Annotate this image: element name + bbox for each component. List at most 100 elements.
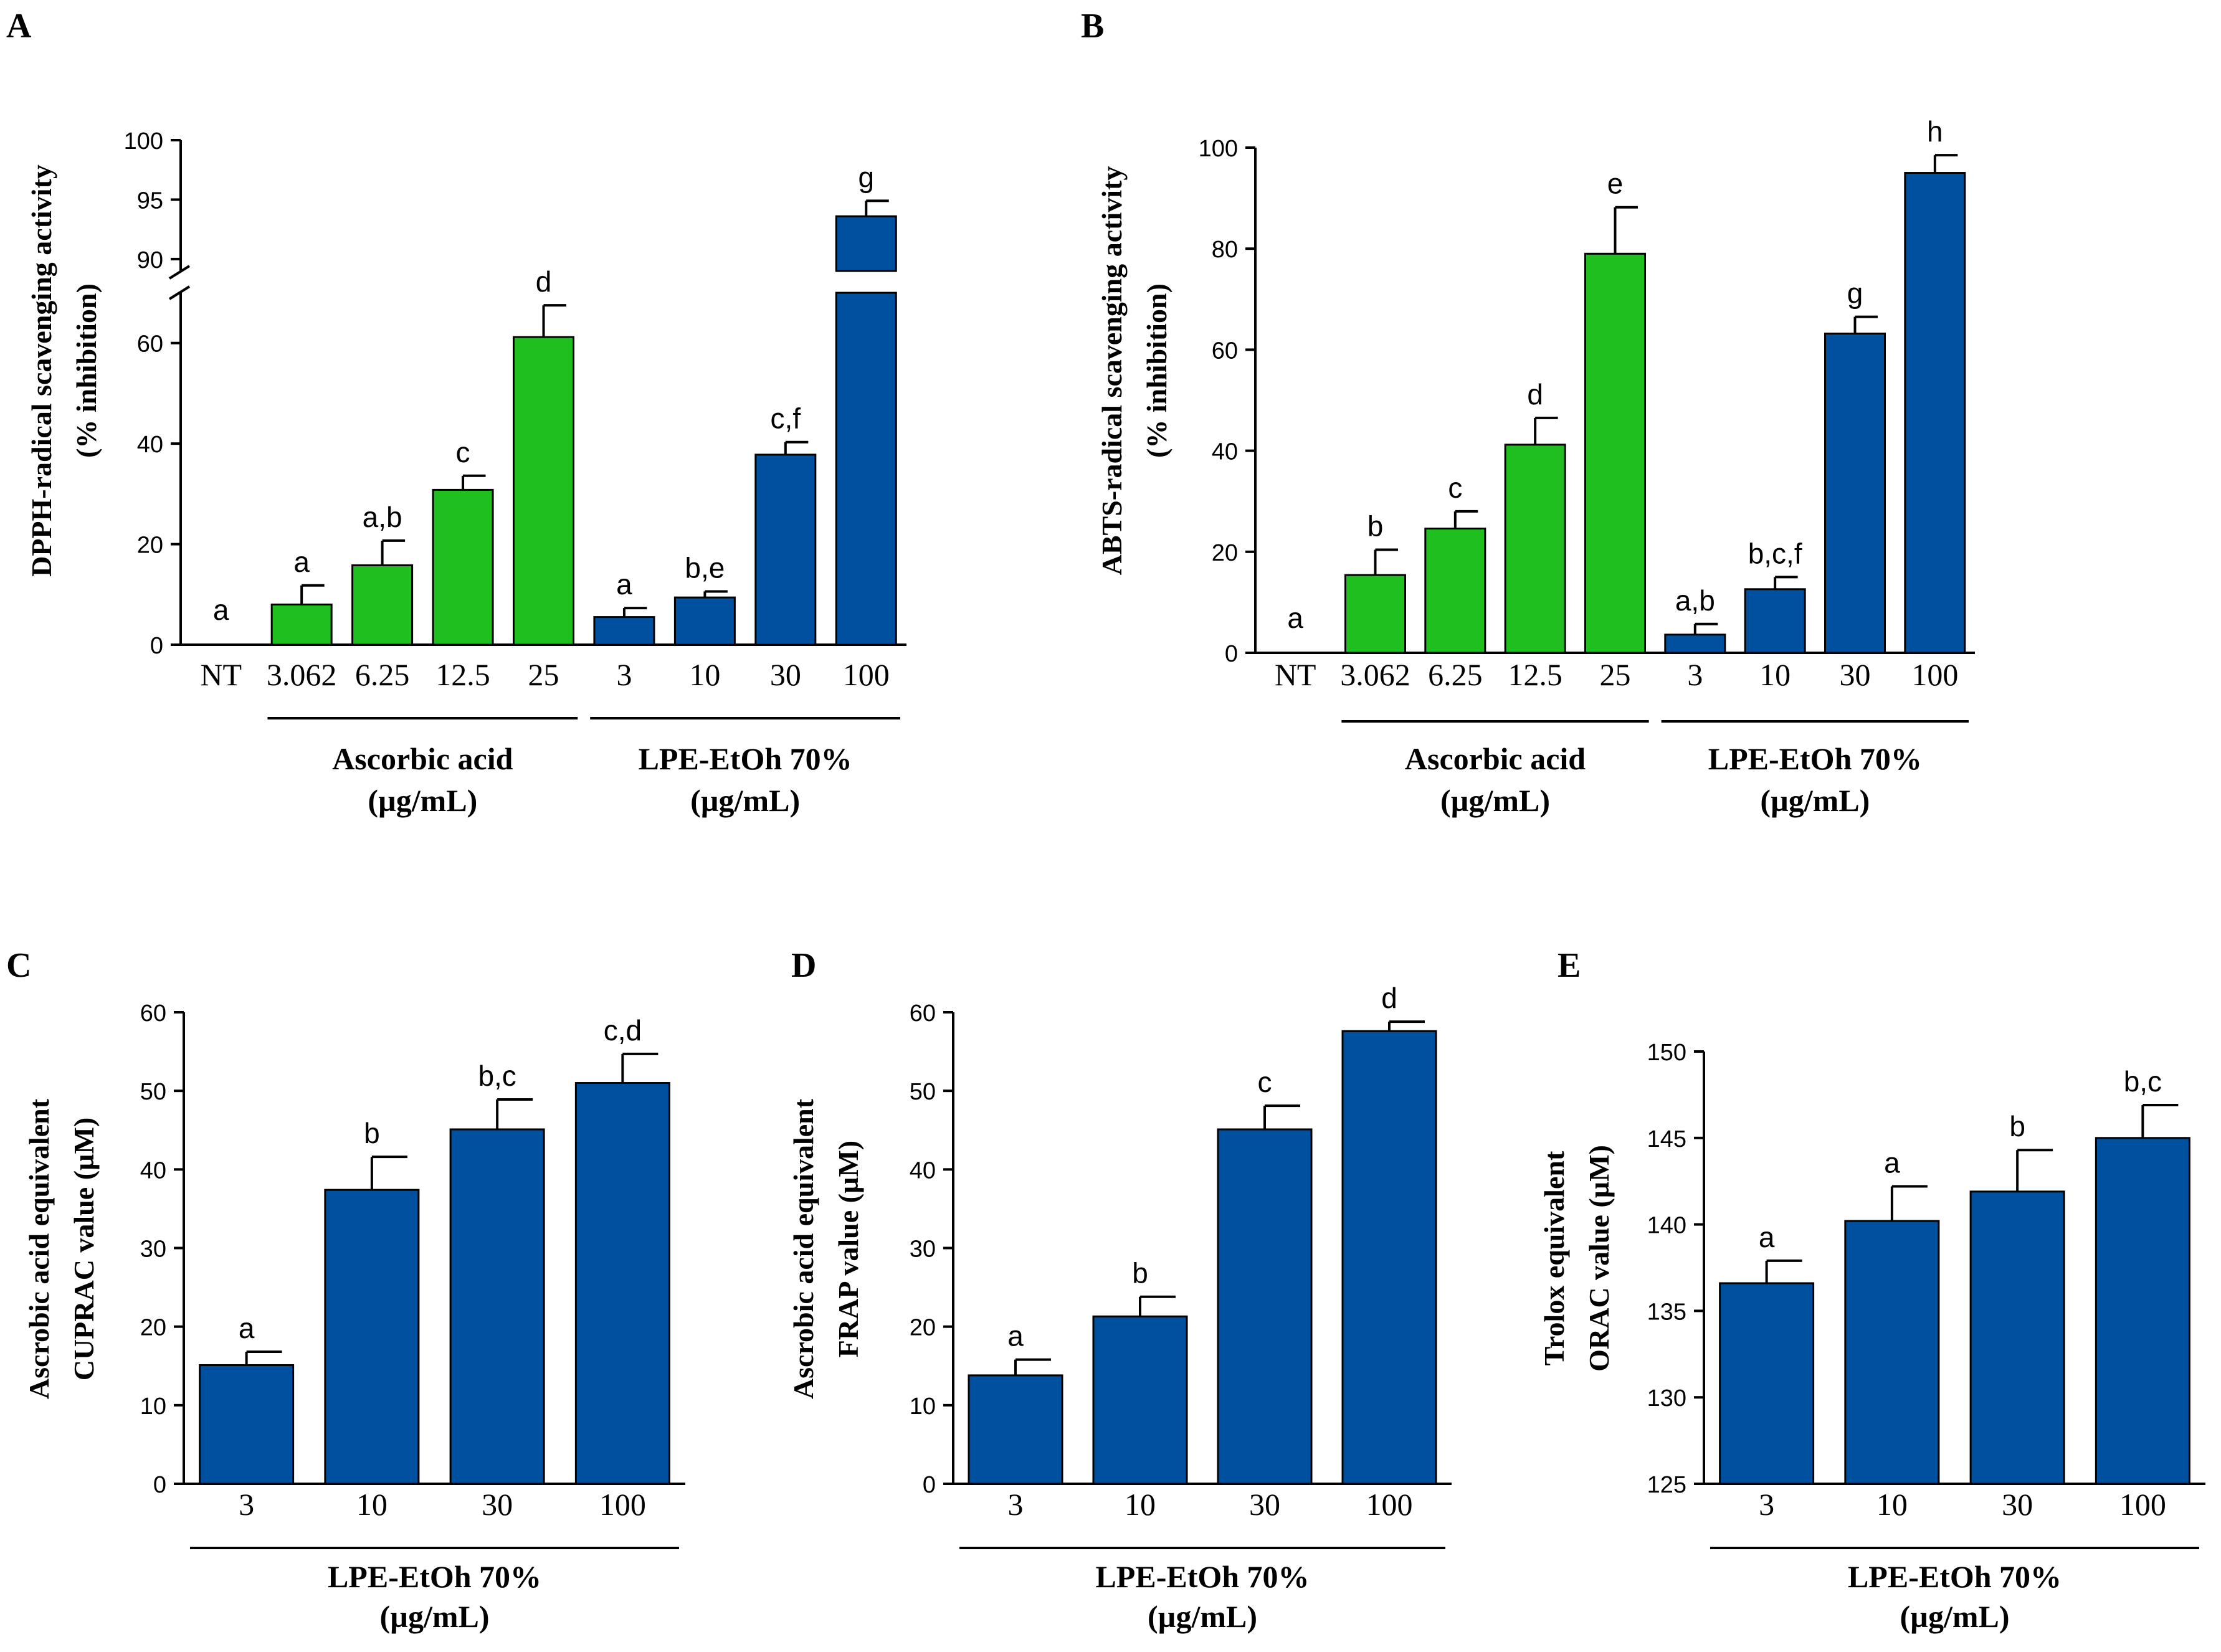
y-tick-label: 60 xyxy=(140,1000,166,1027)
y-tick-label: 0 xyxy=(923,1472,936,1498)
significance-letter: c xyxy=(1258,1066,1272,1098)
significance-letter: a xyxy=(1759,1221,1775,1253)
y-tick-label: 20 xyxy=(910,1315,936,1341)
x-tick-label: 100 xyxy=(1911,657,1958,692)
y-tick-label: 10 xyxy=(140,1393,166,1420)
y-tick-label: 135 xyxy=(1647,1299,1686,1325)
axis-break-mark xyxy=(168,265,191,280)
y-axis-label: (% inhibition) xyxy=(70,283,102,458)
bar xyxy=(432,488,494,646)
y-tick-label: 0 xyxy=(153,1472,166,1498)
panel-c: C Ascrobic acid equivalent CUPRAC value (µ… xyxy=(6,946,685,1634)
bar xyxy=(1424,527,1486,654)
bar xyxy=(835,215,897,272)
x-tick-label: 10 xyxy=(1759,657,1791,692)
significance-letter: b xyxy=(1132,1257,1148,1289)
bar xyxy=(1969,1190,2065,1485)
significance-letter: a xyxy=(616,568,632,601)
significance-letter: b,c xyxy=(478,1060,516,1092)
panel-a: A DPPH-radical scavenging activity (% inhi… xyxy=(6,7,906,818)
panel-e: E Trolox equivalent ORAC value (µM) 125 130 1… xyxy=(1538,946,2205,1634)
y-tick-label: 150 xyxy=(1647,1040,1686,1066)
x-tick-label: 3 xyxy=(616,657,632,692)
significance-letter: a xyxy=(1287,602,1303,634)
significance-letter: a xyxy=(293,546,310,578)
group-label: LPE-EtOh 70% xyxy=(1708,741,1922,776)
y-tick-label: 100 xyxy=(1199,136,1238,162)
x-tick-label: 100 xyxy=(1366,1487,1413,1522)
significance-letter: b,e xyxy=(685,551,725,584)
bar xyxy=(1904,172,1966,654)
bar xyxy=(270,603,333,646)
panel-label: D xyxy=(791,946,816,985)
bar xyxy=(1584,252,1646,654)
significance-letter: c xyxy=(456,436,470,468)
y-tick-label: 40 xyxy=(140,1157,166,1184)
bar xyxy=(1341,1030,1437,1485)
group-label: LPE-EtOh 70% xyxy=(1095,1559,1309,1594)
x-tick-label: 25 xyxy=(528,657,559,692)
bar xyxy=(593,616,655,646)
significance-letter: a xyxy=(213,594,229,626)
y-tick-label: 20 xyxy=(140,1315,166,1341)
group-label: Ascorbic acid xyxy=(1405,741,1586,776)
significance-letter: c,f xyxy=(771,402,801,435)
bar xyxy=(1217,1128,1313,1485)
panel-label: B xyxy=(1081,7,1104,45)
x-tick-label: 10 xyxy=(1876,1487,1908,1522)
panel-label: A xyxy=(6,7,32,45)
y-tick-label: 90 xyxy=(137,247,163,273)
significance-letter: d xyxy=(1381,982,1397,1014)
x-tick-label: 3 xyxy=(1687,657,1703,692)
x-tick-label: NT xyxy=(200,657,242,692)
group-label: LPE-EtOh 70% xyxy=(1848,1559,2062,1594)
x-tick-label: 3 xyxy=(1008,1487,1024,1522)
y-tick-label: 60 xyxy=(1212,338,1238,364)
y-tick-label: 95 xyxy=(137,188,163,214)
x-tick-label: 30 xyxy=(2002,1487,2033,1522)
x-tick-label: 30 xyxy=(1840,657,1871,692)
panel-d: D Ascrobic acid equivalent FRAP value (µM)… xyxy=(787,946,1452,1634)
bar xyxy=(1344,574,1406,654)
x-tick-label: 100 xyxy=(599,1487,646,1522)
bar xyxy=(1744,588,1806,654)
y-tick-label: 30 xyxy=(910,1237,936,1263)
y-tick-label: 20 xyxy=(1212,540,1238,566)
x-tick-label: 30 xyxy=(770,657,801,692)
x-tick-label: 25 xyxy=(1600,657,1631,692)
significance-letter: a xyxy=(239,1312,255,1344)
x-tick-label: 12.5 xyxy=(1508,657,1562,692)
x-tick-label: 3.062 xyxy=(1340,657,1410,692)
y-tick-label: 50 xyxy=(910,1079,936,1105)
y-tick-label: 60 xyxy=(137,331,163,358)
y-axis-label: ABTS-radical scavenging activity xyxy=(1096,166,1128,576)
significance-letter: b xyxy=(2009,1110,2025,1142)
significance-letter: a xyxy=(1884,1147,1900,1179)
bar xyxy=(968,1374,1063,1485)
bar xyxy=(835,292,897,646)
x-tick-label: 10 xyxy=(356,1487,388,1522)
x-tick-label: 3 xyxy=(1759,1487,1774,1522)
group-label: LPE-EtOh 70% xyxy=(328,1559,541,1594)
group-unit-label: (µg/mL) xyxy=(1900,1599,2009,1634)
y-tick-label: 130 xyxy=(1647,1385,1686,1412)
x-tick-label: 3.062 xyxy=(267,657,337,692)
significance-letter: b xyxy=(1367,510,1384,543)
x-tick-label: 10 xyxy=(1125,1487,1156,1522)
group-unit-label: (µg/mL) xyxy=(690,783,800,818)
bar xyxy=(1824,332,1886,654)
significance-letter: b xyxy=(364,1117,380,1149)
bar xyxy=(1719,1282,1815,1485)
y-tick-label: 40 xyxy=(137,432,163,458)
x-tick-label: 10 xyxy=(689,657,720,692)
y-tick-label: 60 xyxy=(910,1000,936,1027)
group-unit-label: (µg/mL) xyxy=(368,783,477,818)
significance-letter: e xyxy=(1607,168,1624,200)
bar xyxy=(199,1364,295,1485)
significance-letter: a,b xyxy=(1675,584,1715,617)
x-tick-label: 6.25 xyxy=(1428,657,1483,692)
bar xyxy=(351,564,414,646)
y-tick-label: 145 xyxy=(1647,1126,1686,1152)
group-unit-label: (µg/mL) xyxy=(1760,783,1870,818)
